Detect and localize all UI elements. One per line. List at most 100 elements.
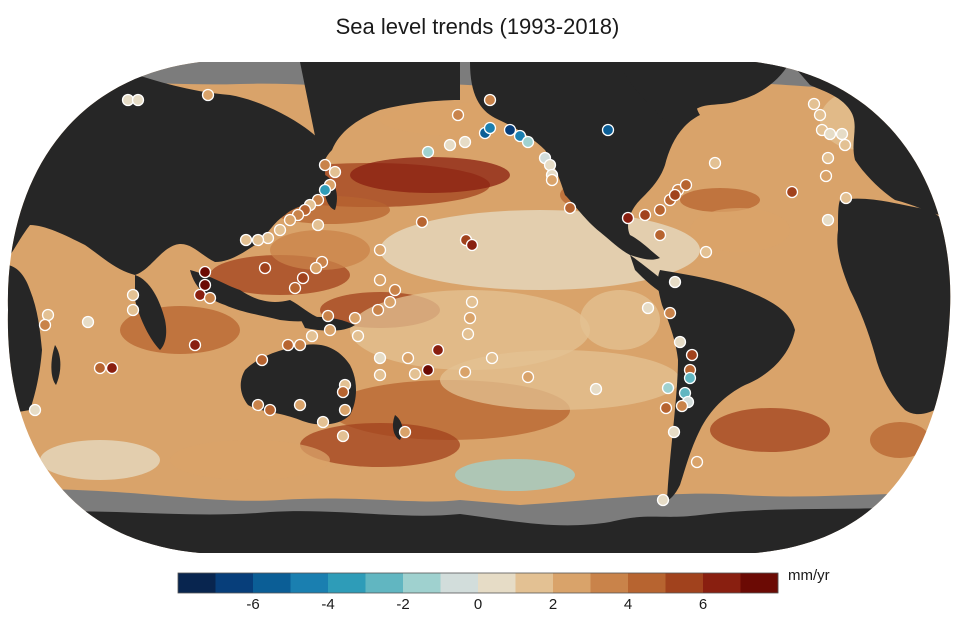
tide-gauge-marker [458,365,472,379]
tide-gauge-marker [653,228,667,242]
tide-gauge-marker [283,213,297,227]
greenland [620,62,790,124]
tide-gauge-marker [699,245,713,259]
tide-gauge-marker [521,370,535,384]
tide-gauge-marker [188,338,202,352]
colorbar-swatch [365,573,404,593]
tide-gauge-marker [465,295,479,309]
eurasia-west [7,62,330,275]
tide-gauge-marker [838,138,852,152]
tide-gauge-marker [373,351,387,365]
trend-patch [170,440,330,480]
tide-gauge-marker [807,97,821,111]
colorbar-swatch [740,573,779,593]
tide-gauge-marker [255,353,269,367]
tide-gauge-marker [398,425,412,439]
colorbar-swatch [440,573,479,593]
colorbar-swatch [290,573,329,593]
colorbar-swatch [478,573,516,593]
colorbar-tick-label: 0 [473,596,483,613]
colorbar-swatch [215,573,254,593]
tide-gauge-marker [659,401,673,415]
tide-gauge-marker [336,429,350,443]
trend-patch [680,188,760,212]
tide-gauge-marker [821,151,835,165]
south-america [657,270,795,500]
tide-gauge-marker [373,368,387,382]
tide-gauge-marker [421,363,435,377]
colorbar-swatch [553,573,591,593]
colorbar-tick-label: -4 [321,596,335,613]
colorbar-swatch [328,573,366,593]
tide-gauge-marker [251,398,265,412]
tide-gauge-marker [201,88,215,102]
tide-gauge-marker [263,403,277,417]
trend-patch [690,208,790,252]
tide-gauge-marker [126,303,140,317]
tide-gauge-marker [351,329,365,343]
colorbar-swatch [590,573,629,593]
tide-gauge-marker [563,201,577,215]
tide-gauge-marker [690,455,704,469]
tide-gauge-marker [653,203,667,217]
tide-gauge-marker [601,123,615,137]
tide-gauge-marker [513,129,527,143]
india [135,275,167,350]
tide-gauge-marker [198,278,212,292]
tide-gauge-marker [28,403,42,417]
tide-gauge-marker [371,303,385,317]
tide-gauge-marker [521,135,535,149]
tide-gauge-marker [311,218,325,232]
trend-patch [350,157,510,193]
antarctica [7,505,951,553]
tide-gauge-marker [821,213,835,227]
tide-gauge-marker [105,361,119,375]
trend-patch [440,350,680,410]
tide-gauge-marker [296,271,310,285]
tide-gauge-marker [328,165,342,179]
trend-patch [270,230,370,270]
tide-gauge-marker [421,145,435,159]
colorbar-tick-label: 2 [548,596,558,613]
tide-gauge-marker [463,311,477,325]
tide-gauge-marker [348,311,362,325]
tide-gauge-marker [38,318,52,332]
tide-gauge-marker [543,158,557,172]
tide-gauge-marker [813,108,827,122]
tide-gauge-marker [683,371,697,385]
colorbar-swatch [628,573,666,593]
tide-gauge-marker [458,135,472,149]
tide-gauge-marker [281,338,295,352]
colorbar-tick-label: -6 [246,596,260,613]
tide-gauge-marker [293,398,307,412]
colorbar-tick-label: 6 [698,596,708,613]
trend-patch [580,290,660,350]
tide-gauge-marker [323,323,337,337]
tide-gauge-marker [503,123,517,137]
tide-gauge-marker [388,283,402,297]
tide-gauge-marker [621,211,635,225]
tide-gauge-marker [667,425,681,439]
colorbar-unit: mm/yr [788,567,830,584]
tide-gauge-marker [708,156,722,170]
tide-gauge-marker [251,233,265,247]
tide-gauge-marker [589,382,603,396]
tide-gauge-marker [288,281,302,295]
trend-patch [455,459,575,491]
tide-gauge-marker [373,243,387,257]
tide-gauge-marker [383,295,397,309]
tide-gauge-marker [679,178,693,192]
tide-gauge-marker [483,121,497,135]
tide-gauge-marker [408,367,422,381]
tide-gauge-marker [415,215,429,229]
colorbar-swatch [178,573,216,593]
trend-patch [870,422,930,458]
tide-gauge-marker [338,403,352,417]
tide-gauge-marker [309,261,323,275]
tide-gauge-marker [668,275,682,289]
colorbar [177,572,779,594]
tide-gauge-marker [41,308,55,322]
tide-gauge-marker [663,306,677,320]
tide-gauge-marker [258,261,272,275]
